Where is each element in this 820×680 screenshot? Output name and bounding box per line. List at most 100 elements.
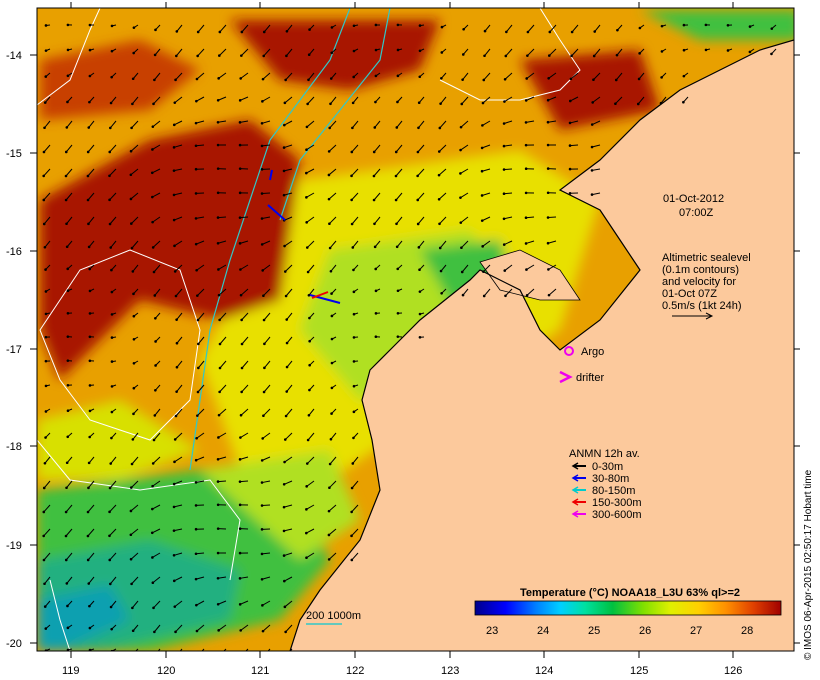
velocity-arrow (527, 48, 535, 57)
velocity-arrow (547, 96, 557, 101)
velocity-arrowhead (307, 293, 311, 297)
velocity-arrow (547, 240, 557, 244)
velocity-arrowhead (217, 293, 221, 297)
velocity-arrow (460, 168, 469, 174)
velocity-arrow (261, 456, 271, 461)
velocity-arrow (88, 480, 95, 489)
velocity-arrowhead (350, 174, 353, 178)
velocity-arrowhead (748, 50, 752, 54)
velocity-arrow (308, 408, 315, 416)
velocity-arrowhead (65, 245, 69, 249)
velocity-arrow (307, 264, 315, 273)
velocity-arrowhead (305, 246, 309, 249)
velocity-arrow (43, 504, 51, 513)
velocity-arrowhead (546, 120, 550, 124)
velocity-arrow (439, 240, 447, 249)
velocity-arrowhead (216, 191, 220, 195)
velocity-arrowhead (108, 558, 112, 562)
velocity-arrowhead (172, 579, 176, 583)
velocity-arrow (306, 480, 315, 487)
velocity-arrow (439, 120, 447, 129)
velocity-arrowhead (504, 54, 508, 58)
lat-tick-label: -18 (6, 441, 22, 453)
velocity-arrow (284, 96, 293, 104)
velocity-arrowhead (44, 75, 48, 78)
velocity-arrow (261, 120, 271, 124)
velocity-arrow (175, 624, 183, 633)
colorbar-tick: 25 (588, 625, 600, 637)
velocity-arrow (285, 288, 293, 297)
velocity-arrowhead (238, 216, 242, 219)
velocity-arrowhead (440, 76, 443, 80)
velocity-arrowhead (638, 52, 641, 55)
velocity-arrowhead (416, 222, 420, 226)
velocity-arrowhead (151, 581, 155, 585)
velocity-arrowhead (328, 126, 332, 130)
velocity-arrowhead (218, 30, 222, 34)
velocity-arrowhead (196, 318, 200, 322)
velocity-arrow (240, 264, 249, 270)
velocity-arrowhead (132, 292, 135, 296)
velocity-arrowhead (196, 294, 199, 297)
velocity-arrowhead (216, 143, 220, 147)
velocity-arrow (241, 336, 249, 345)
velocity-arrowhead (593, 30, 597, 33)
velocity-arrowhead (239, 436, 242, 439)
velocity-arrowhead (132, 337, 136, 341)
velocity-arrowhead (66, 48, 70, 52)
velocity-arrow (65, 168, 73, 177)
velocity-arrowhead (260, 481, 264, 484)
velocity-arrow (65, 144, 73, 153)
velocity-arrowhead (440, 51, 444, 54)
velocity-arrowhead (131, 629, 135, 633)
velocity-arrowhead (88, 267, 91, 271)
velocity-arrow (548, 288, 557, 296)
velocity-arrow (352, 456, 359, 464)
velocity-arrowhead (86, 510, 90, 514)
velocity-arrow (154, 408, 161, 416)
velocity-arrow (286, 312, 293, 320)
velocity-arrow (109, 120, 117, 129)
velocity-arrow (130, 216, 139, 224)
velocity-arrowhead (218, 390, 221, 394)
velocity-arrow (262, 432, 271, 439)
velocity-arrowhead (308, 363, 311, 367)
velocity-arrowhead (130, 486, 133, 489)
velocity-arrowhead (659, 101, 663, 105)
velocity-arrow (482, 96, 491, 104)
velocity-arrowhead (418, 312, 422, 316)
velocity-arrowhead (42, 150, 46, 154)
velocity-arrow (352, 120, 359, 129)
velocity-arrowhead (350, 558, 354, 562)
velocity-arrowhead (261, 100, 264, 103)
velocity-arrowhead (305, 531, 308, 535)
velocity-arrow (109, 504, 117, 513)
velocity-arrowhead (65, 486, 68, 490)
velocity-arrow (174, 456, 183, 463)
velocity-arrowhead (110, 385, 114, 388)
velocity-arrow (306, 192, 315, 198)
velocity-arrowhead (42, 222, 46, 226)
velocity-arrowhead (350, 150, 354, 154)
velocity-arrow (173, 504, 183, 508)
velocity-arrowhead (330, 292, 333, 295)
velocity-arrowhead (306, 102, 309, 106)
velocity-arrow (438, 168, 447, 176)
velocity-arrow (548, 264, 557, 270)
velocity-arrowhead (283, 123, 286, 127)
velocity-arrow (197, 48, 205, 57)
velocity-arrowhead (480, 194, 484, 197)
velocity-arrow (130, 528, 139, 536)
velocity-arrowhead (459, 221, 463, 224)
velocity-arrowhead (394, 150, 398, 154)
velocity-arrow (109, 480, 117, 489)
velocity-arrowhead (154, 388, 157, 392)
velocity-arrowhead (568, 167, 572, 171)
velocity-arrowhead (329, 102, 332, 106)
lon-tick-label: 126 (724, 665, 742, 677)
velocity-arrowhead (195, 99, 198, 103)
velocity-arrow (239, 576, 249, 579)
velocity-arrowhead (88, 23, 92, 27)
velocity-arrowhead (66, 435, 70, 439)
velocity-arrow (351, 216, 359, 225)
